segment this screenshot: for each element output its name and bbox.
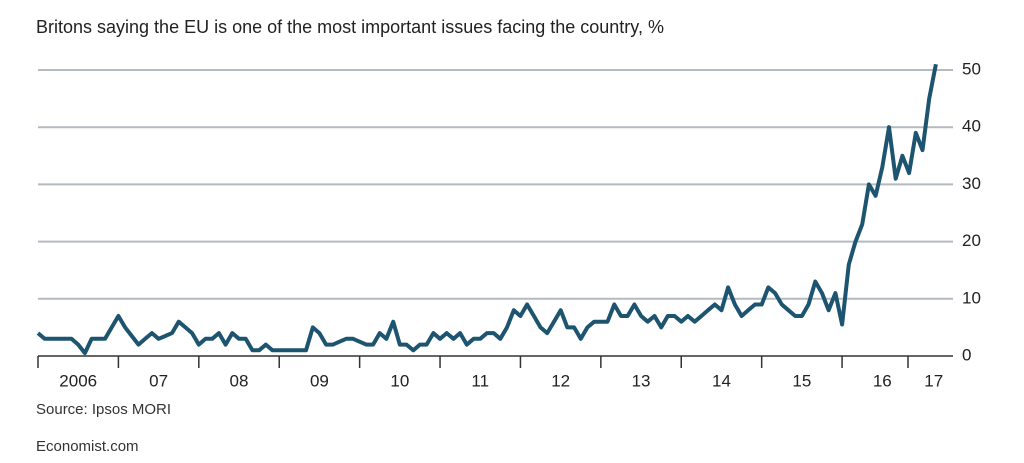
data-line (36, 63, 938, 356)
y-tick-label: 0 (962, 345, 971, 364)
x-tick-label: 12 (551, 371, 570, 390)
y-tick-label: 40 (962, 117, 981, 136)
x-tick-label: 2006 (59, 371, 97, 390)
x-tick-label: 17 (924, 371, 943, 390)
source: Source: Ipsos MORI (36, 401, 171, 418)
y-tick-label: 50 (962, 59, 981, 78)
x-tick-label: 08 (230, 371, 249, 390)
y-tick-label: 20 (962, 231, 981, 250)
x-tick-label: 15 (792, 371, 811, 390)
x-tick-label: 11 (471, 371, 489, 390)
x-tick-label: 07 (149, 371, 168, 390)
chart-title: Britons saying the EU is one of the most… (36, 17, 664, 37)
x-tick-label: 10 (390, 371, 409, 390)
y-tick-label: 30 (962, 174, 981, 193)
footer: Economist.com (36, 438, 139, 455)
x-tick-label: 14 (712, 371, 731, 390)
y-tick-label: 10 (962, 288, 981, 307)
x-tick-label: 16 (873, 371, 892, 390)
x-tick-label: 09 (310, 371, 329, 390)
x-tick-label: 13 (632, 371, 651, 390)
